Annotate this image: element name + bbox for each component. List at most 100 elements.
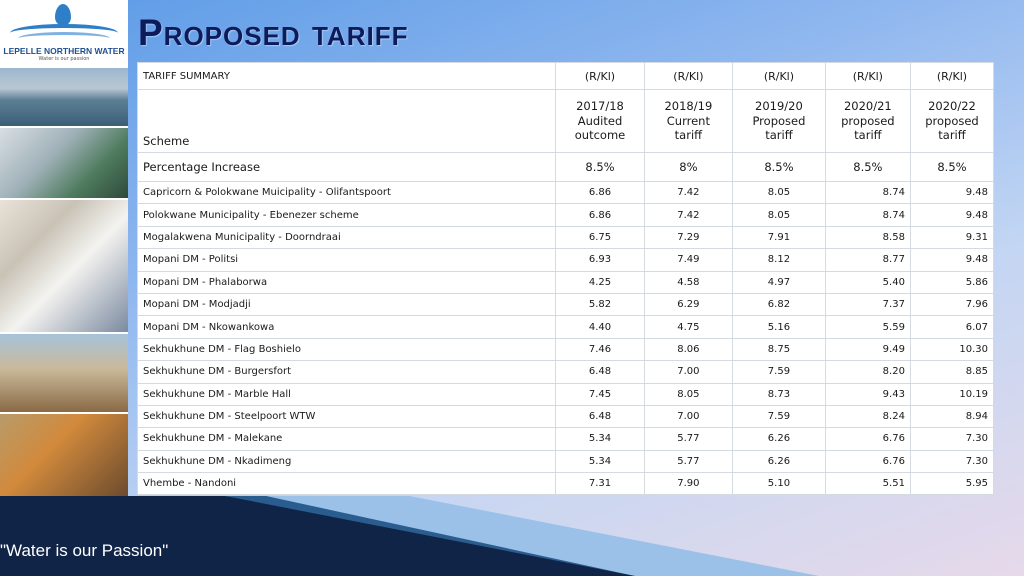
photo-dam [0, 68, 128, 126]
scheme-name: Capricorn & Polokwane Muicipality - Olif… [138, 182, 556, 204]
tariff-value: 5.40 [825, 271, 910, 293]
tariff-value: 7.91 [733, 226, 826, 248]
tariff-value: 6.86 [556, 204, 644, 226]
tariff-value: 4.58 [644, 271, 732, 293]
tariff-value: 6.29 [644, 293, 732, 315]
tariff-value: 10.30 [910, 338, 993, 360]
tariff-value: 9.48 [910, 182, 993, 204]
tariff-value: 9.48 [910, 204, 993, 226]
tariff-value: 5.77 [644, 428, 732, 450]
tariff-value: 5.16 [733, 316, 826, 338]
tariff-value: 5.77 [644, 450, 732, 472]
scheme-name: Mopani DM - Phalaborwa [138, 271, 556, 293]
scheme-name: Sekhukhune DM - Malekane [138, 428, 556, 450]
tariff-value: 7.00 [644, 361, 732, 383]
tariff-value: 4.25 [556, 271, 644, 293]
tariff-value: 7.30 [910, 450, 993, 472]
logo-name: LEPELLE NORTHERN WATER [0, 46, 128, 56]
tariff-value: 5.34 [556, 450, 644, 472]
tariff-value: 7.90 [644, 473, 732, 495]
tariff-value: 8.05 [644, 383, 732, 405]
unit-header: (R/Kl) [556, 63, 644, 90]
tariff-value: 5.10 [733, 473, 826, 495]
tariff-value: 5.34 [556, 428, 644, 450]
scheme-name: Mogalakwena Municipality - Doorndraai [138, 226, 556, 248]
unit-header: (R/Kl) [644, 63, 732, 90]
table-row: Mopani DM - Modjadji 5.82 6.29 6.82 7.37 7.96 [138, 293, 994, 315]
tariff-value: 7.96 [910, 293, 993, 315]
tariff-value: 6.76 [825, 428, 910, 450]
tariff-value: 9.49 [825, 338, 910, 360]
tariff-value: 5.86 [910, 271, 993, 293]
tariff-value: 6.07 [910, 316, 993, 338]
tariff-value: 5.59 [825, 316, 910, 338]
logo-tagline: Water is our passion [0, 56, 128, 62]
tariff-value: 6.93 [556, 249, 644, 271]
percentage-value: 8.5% [733, 153, 826, 182]
scheme-name: Sekhukhune DM - Flag Boshielo [138, 338, 556, 360]
percentage-value: 8.5% [910, 153, 993, 182]
tariff-value: 7.42 [644, 182, 732, 204]
tariff-value: 8.77 [825, 249, 910, 271]
tariff-value: 9.31 [910, 226, 993, 248]
tariff-value: 8.24 [825, 405, 910, 427]
tariff-value: 6.48 [556, 405, 644, 427]
tariff-value: 4.75 [644, 316, 732, 338]
table-row: Sekhukhune DM - Malekane 5.34 5.77 6.26 6.76… [138, 428, 994, 450]
tariff-value: 7.37 [825, 293, 910, 315]
tariff-summary-label: TARIFF SUMMARY [138, 63, 556, 90]
percentage-value: 8.5% [825, 153, 910, 182]
tariff-value: 8.06 [644, 338, 732, 360]
tariff-value: 9.48 [910, 249, 993, 271]
table-row: Polokwane Municipality - Ebenezer scheme… [138, 204, 994, 226]
tariff-value: 7.31 [556, 473, 644, 495]
scheme-name: Vhembe - Nandoni [138, 473, 556, 495]
table-row: Mogalakwena Municipality - Doorndraai 6.7… [138, 226, 994, 248]
tariff-value: 8.58 [825, 226, 910, 248]
photo-community-meeting [0, 414, 128, 496]
tariff-value: 4.40 [556, 316, 644, 338]
tariff-value: 7.49 [644, 249, 732, 271]
tariff-value: 9.43 [825, 383, 910, 405]
percentage-increase-label: Percentage Increase [138, 153, 556, 182]
tariff-value: 6.75 [556, 226, 644, 248]
year-header: 2020/21 proposed tariff [825, 90, 910, 153]
tariff-value: 6.86 [556, 182, 644, 204]
table-row: Sekhukhune DM - Flag Boshielo 7.46 8.06 8.7… [138, 338, 994, 360]
year-header: 2017/18 Audited outcome [556, 90, 644, 153]
tariff-value: 7.29 [644, 226, 732, 248]
tariff-value: 10.19 [910, 383, 993, 405]
tariff-value: 7.30 [910, 428, 993, 450]
tariff-value: 6.76 [825, 450, 910, 472]
scheme-name: Sekhukhune DM - Marble Hall [138, 383, 556, 405]
water-drop-icon [55, 4, 71, 26]
scheme-name: Sekhukhune DM - Burgersfort [138, 361, 556, 383]
table-row: Mopani DM - Phalaborwa 4.25 4.58 4.97 5.40 5.… [138, 271, 994, 293]
tariff-value: 5.51 [825, 473, 910, 495]
table-row: Sekhukhune DM - Marble Hall 7.45 8.05 8.73 9… [138, 383, 994, 405]
year-header: 2019/20 Proposed tariff [733, 90, 826, 153]
tariff-value: 6.26 [733, 450, 826, 472]
percentage-increase-row: Percentage Increase 8.5% 8% 8.5% 8.5% 8.… [138, 153, 994, 182]
tariff-value: 7.45 [556, 383, 644, 405]
tariff-value: 8.94 [910, 405, 993, 427]
percentage-value: 8.5% [556, 153, 644, 182]
tariff-value: 8.73 [733, 383, 826, 405]
tariff-value: 6.26 [733, 428, 826, 450]
table-row: Sekhukhune DM - Nkadimeng 5.34 5.77 6.26 6.7… [138, 450, 994, 472]
table-row: Mopani DM - Nkowankowa 4.40 4.75 5.16 5.59 6.… [138, 316, 994, 338]
photo-strip: LEPELLE NORTHERN WATER Water is our pass… [0, 0, 128, 500]
scheme-name: Mopani DM - Nkowankowa [138, 316, 556, 338]
year-header-row: Scheme 2017/18 Audited outcome 2018/19 Curr… [138, 90, 994, 153]
tariff-value: 7.00 [644, 405, 732, 427]
table-header-row: TARIFF SUMMARY (R/Kl) (R/Kl) (R/Kl) (R/K… [138, 63, 994, 90]
table-row: Capricorn & Polokwane Muicipality - Olif… [138, 182, 994, 204]
tariff-value: 8.75 [733, 338, 826, 360]
tariff-value: 8.12 [733, 249, 826, 271]
photo-community-water-point [0, 334, 128, 412]
scheme-name: Sekhukhune DM - Nkadimeng [138, 450, 556, 472]
photo-pump-station [0, 128, 128, 198]
year-header: 2020/22 proposed tariff [910, 90, 993, 153]
scheme-name: Polokwane Municipality - Ebenezer scheme [138, 204, 556, 226]
tariff-value: 6.48 [556, 361, 644, 383]
